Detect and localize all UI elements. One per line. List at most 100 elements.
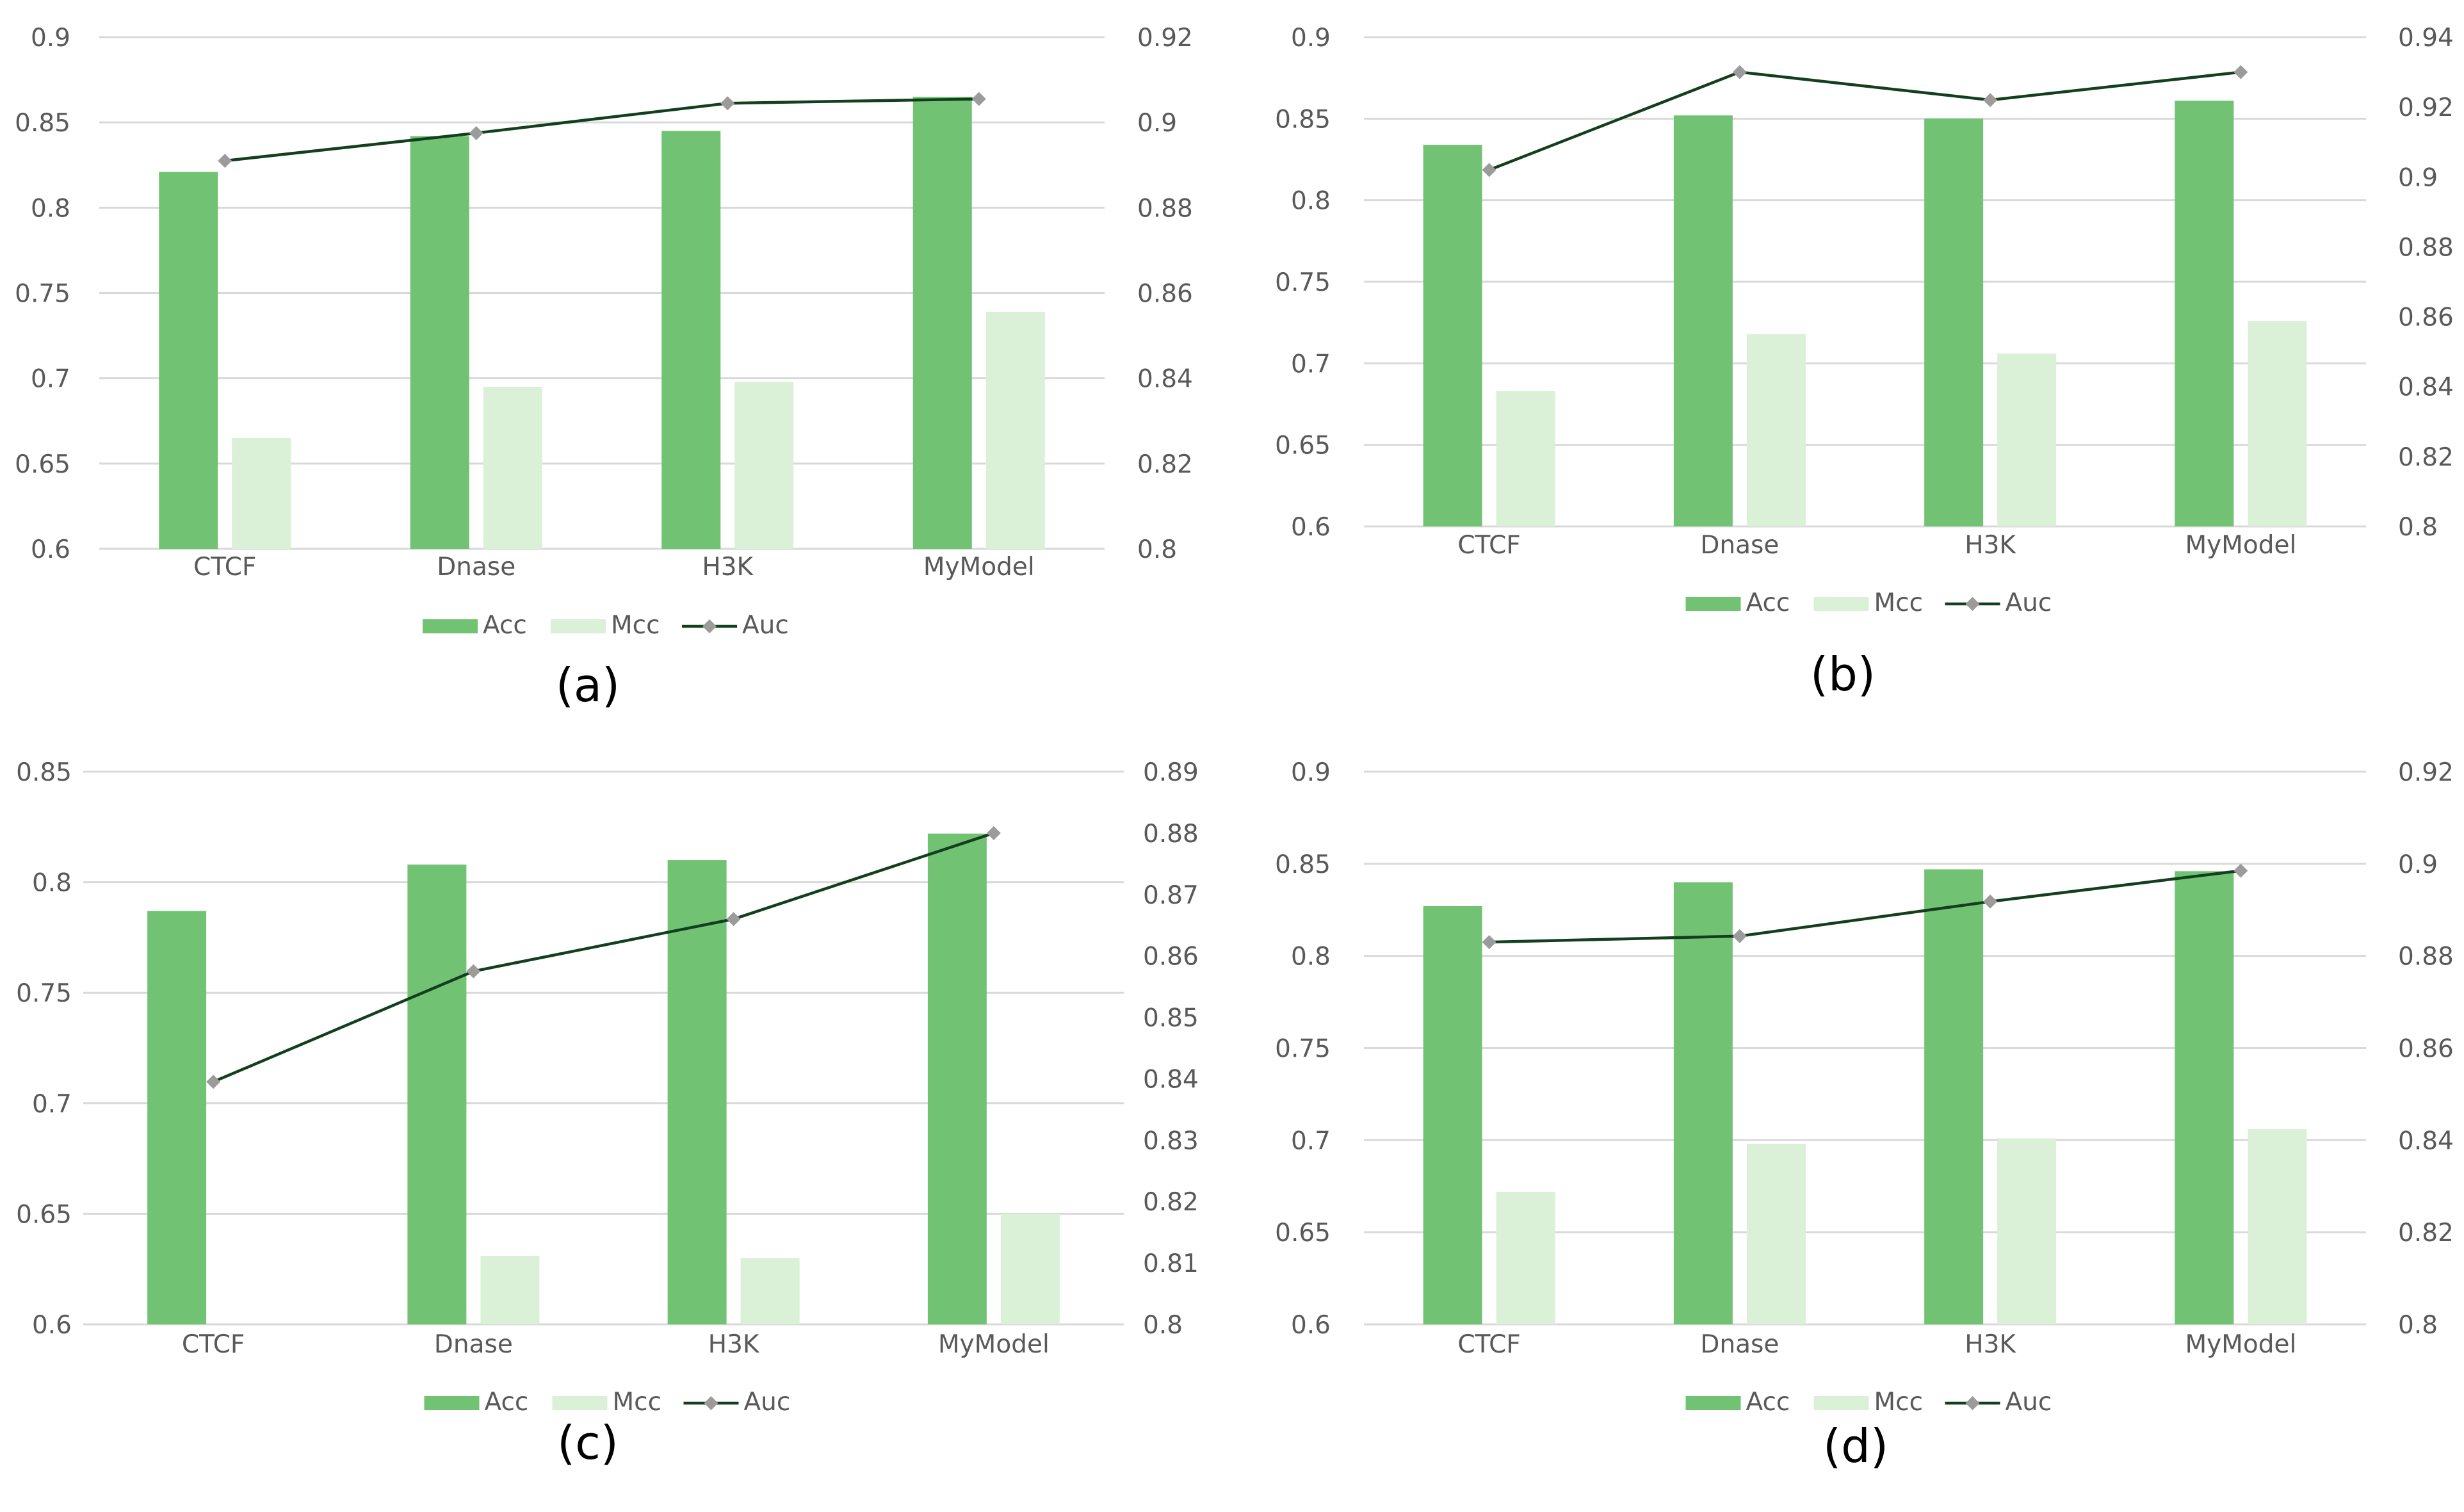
auc-marker (1983, 894, 1998, 909)
left-axis-tick-label: 0.75 (16, 979, 72, 1008)
acc-bar (1673, 882, 1733, 1324)
legend-label-mcc: Mcc (1874, 589, 1924, 617)
right-axis-tick-label: 0.92 (2398, 758, 2454, 787)
right-axis-tick-label: 0.84 (1143, 1065, 1199, 1094)
right-axis-tick-label: 0.92 (1137, 24, 1193, 53)
right-axis-tick-label: 0.82 (2398, 443, 2454, 472)
legend: Acc Mcc Auc (1685, 589, 2052, 617)
right-axis-tick-label: 0.82 (2398, 1219, 2454, 1248)
mcc-bar (1997, 1138, 2057, 1324)
category-label: MyModel (923, 553, 1035, 581)
auc-marker (466, 964, 481, 979)
legend-label-auc: Auc (742, 611, 789, 640)
right-axis-tick-label: 0.94 (2398, 24, 2454, 53)
auc-marker (726, 912, 741, 927)
category-label: Dnase (434, 1330, 513, 1359)
right-axis-tick-label: 0.86 (1137, 280, 1193, 309)
right-axis-tick-label: 0.86 (2398, 1035, 2454, 1064)
left-axis-tick-label: 0.8 (1291, 187, 1331, 216)
mcc-bar (740, 1258, 800, 1324)
acc-bar (1423, 906, 1482, 1324)
right-axis-tick-label: 0.8 (2398, 513, 2438, 542)
legend-swatch-acc (423, 619, 478, 633)
auc-marker (986, 825, 1001, 840)
acc-bar (667, 860, 727, 1324)
right-axis-tick-label: 0.92 (2398, 93, 2454, 122)
acc-bar (407, 864, 467, 1324)
legend: Acc Mcc Auc (424, 1388, 791, 1417)
right-axis-tick-label: 0.87 (1143, 881, 1199, 910)
acc-bar (927, 833, 987, 1324)
left-axis-tick-label: 0.6 (1291, 1311, 1331, 1340)
left-axis-tick-label: 0.8 (1291, 943, 1331, 971)
acc-bar (1673, 115, 1733, 527)
legend-label-auc: Auc (744, 1388, 791, 1417)
legend: Acc Mcc Auc (423, 611, 789, 640)
auc-line (213, 831, 994, 1084)
right-axis-tick-label: 0.84 (2398, 1126, 2454, 1155)
legend-label-acc: Acc (485, 1388, 529, 1417)
mcc-bar (1997, 354, 2057, 526)
auc-marker (218, 154, 232, 168)
right-axis-tick-label: 0.84 (2398, 373, 2454, 402)
right-axis-tick-label: 0.8 (1137, 535, 1177, 564)
right-axis-tick-label: 0.9 (2398, 163, 2438, 192)
left-axis-tick-label: 0.85 (1275, 105, 1331, 134)
auc-marker (2233, 65, 2248, 79)
mcc-bar (2248, 321, 2307, 526)
legend-swatch-acc (424, 1396, 480, 1410)
category-label: H3K (1965, 1330, 2016, 1359)
mcc-bar (1746, 334, 1806, 526)
mcc-bar (1496, 1191, 1555, 1324)
acc-bar (410, 136, 469, 549)
right-axis-tick-label: 0.8 (2398, 1311, 2438, 1340)
left-axis-tick-label: 0.7 (1291, 1126, 1331, 1155)
auc-marker (469, 126, 483, 140)
auc-marker (206, 1075, 221, 1089)
left-axis-tick-label: 0.65 (15, 450, 70, 479)
chart-panel-a: 0.6 0.65 0.7 0.75 0.8 0.85 0.9 0.8 0.82 0.84 0.86 0… (15, 24, 1193, 712)
left-axis-tick-label: 0.6 (31, 535, 70, 564)
mcc-bar (480, 1255, 540, 1324)
right-axis-tick-label: 0.9 (1137, 109, 1177, 138)
category-label: CTCF (1457, 1330, 1520, 1359)
legend-swatch-mcc (552, 1396, 608, 1410)
legend-label-auc: Auc (2006, 1388, 2052, 1417)
left-axis-tick-label: 0.85 (1275, 850, 1331, 879)
legend-swatch-mcc (1813, 1396, 1869, 1410)
right-axis-tick-label: 0.88 (2398, 943, 2454, 971)
panel-caption: (a) (556, 658, 620, 712)
mcc-bar (232, 437, 291, 549)
chart-panel-d: 0.6 0.65 0.7 0.75 0.8 0.85 0.9 0.8 0.82 0.84 0.86 0… (1275, 758, 2454, 1473)
auc-marker (1732, 929, 1747, 943)
category-label: MyModel (2185, 1330, 2296, 1359)
category-label: Dnase (1700, 531, 1779, 560)
left-axis-tick-label: 0.65 (1275, 1219, 1331, 1248)
category-label: H3K (702, 553, 754, 581)
auc-line (225, 97, 979, 163)
auc-marker (1732, 65, 1747, 79)
left-axis-tick-label: 0.75 (15, 280, 70, 309)
left-axis-tick-label: 0.65 (16, 1200, 72, 1229)
legend-label-acc: Acc (483, 611, 527, 640)
left-axis-tick-label: 0.65 (1275, 432, 1331, 460)
legend-label-acc: Acc (1746, 589, 1790, 617)
auc-marker (720, 96, 735, 111)
right-axis-tick-label: 0.82 (1137, 450, 1193, 479)
right-axis-tick-label: 0.88 (1143, 820, 1199, 849)
legend-label-auc: Auc (2006, 589, 2052, 617)
chart-panel-c: 0.6 0.65 0.7 0.75 0.8 0.85 0.8 0.81 0.82 0.83 0.84… (16, 758, 1199, 1470)
panel-caption: (d) (1823, 1419, 1888, 1473)
left-axis-tick-label: 0.8 (32, 869, 72, 898)
left-axis-tick-label: 0.85 (16, 758, 72, 787)
auc-marker (2233, 863, 2248, 878)
right-axis-tick-label: 0.88 (1137, 194, 1193, 223)
left-axis-tick-label: 0.75 (1275, 1035, 1331, 1064)
acc-bar (1423, 145, 1482, 526)
left-axis-tick-label: 0.75 (1275, 268, 1331, 297)
legend-swatch-mcc (551, 619, 606, 633)
acc-bar (159, 172, 218, 549)
category-label: H3K (1965, 531, 2016, 560)
